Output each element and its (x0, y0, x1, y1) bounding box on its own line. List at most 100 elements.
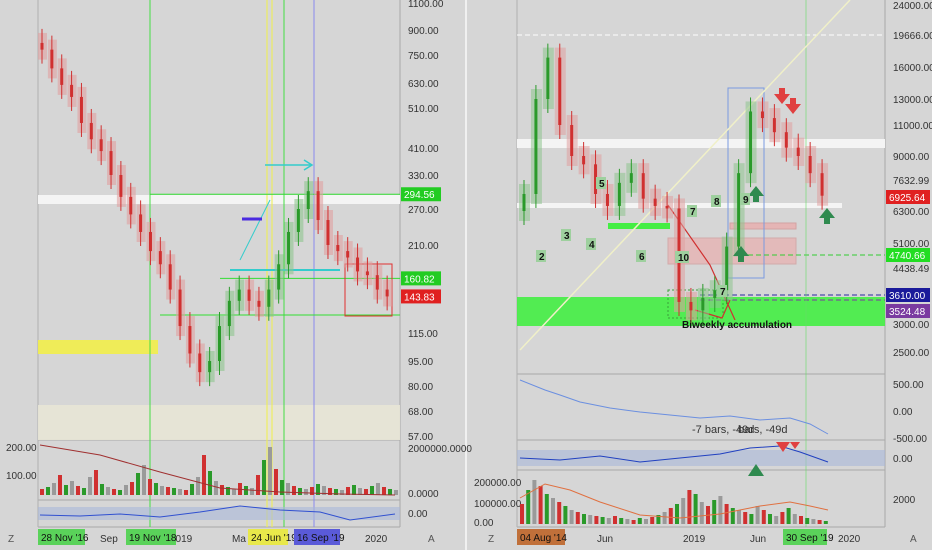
volume-bar (304, 489, 308, 495)
candle-body (139, 214, 143, 232)
wave-label-bg (711, 195, 721, 207)
price-tick: 750.00 (408, 51, 439, 62)
wave-label-bg (561, 229, 571, 241)
red-arrow-icon (776, 442, 790, 452)
price-tick: 510.00 (408, 104, 439, 115)
candle-body (653, 198, 657, 206)
indicator-tick: 0.00 (408, 509, 428, 520)
price-tick: 270.00 (408, 205, 439, 216)
white-band (38, 195, 400, 204)
candle-body (820, 173, 824, 196)
candle-body (168, 264, 172, 290)
right-panel-bg (467, 0, 932, 550)
white-band (517, 139, 885, 148)
wave-label: 7 (720, 287, 726, 298)
price-badge-label: 160.82 (404, 274, 435, 285)
volume-bar (166, 487, 170, 495)
volume-bar (106, 487, 110, 495)
candle-body (760, 111, 764, 119)
cyan-line (239, 199, 271, 261)
volume-bar (322, 486, 326, 495)
price-tick: 13000.00 (893, 95, 932, 106)
green-arrow-icon-stem (738, 256, 744, 262)
price-tick: 16000.00 (893, 63, 932, 74)
volume-bar (46, 487, 50, 495)
candle-body (287, 231, 291, 265)
wave-label-bg (687, 205, 697, 217)
volume-bar (250, 488, 254, 495)
price-badge (886, 304, 930, 318)
candle-body (796, 147, 800, 156)
volume-bar (142, 465, 146, 495)
price-tick: 630.00 (408, 79, 439, 90)
volume-bar (352, 485, 356, 495)
wave-label-bg (717, 285, 727, 297)
volume-tick: 100000.00 (474, 499, 522, 510)
volume-bar (64, 485, 68, 495)
price-tick: 115.00 (408, 329, 438, 340)
wave-label: 5 (599, 179, 605, 190)
volume-bar (823, 521, 828, 524)
green-arrow-icon-stem (824, 218, 830, 224)
candle-body (148, 231, 152, 252)
candle-body (522, 193, 526, 211)
yellow-zone (38, 340, 158, 354)
volume-bar (743, 512, 748, 524)
volume-bar (262, 460, 266, 495)
volume-bar (520, 504, 524, 524)
indicator-label-overlap: bars, -49d (738, 424, 788, 436)
wave-label-bg (636, 250, 646, 262)
red-arrow-icon-stem (790, 98, 796, 104)
candle-body (306, 191, 310, 209)
wave-label: 9 (743, 195, 749, 206)
red-arrow-icon-stem (779, 88, 785, 94)
volume-tick: 0.00 (474, 518, 494, 529)
wave-label: 2 (539, 252, 545, 263)
volume-bar (394, 490, 398, 495)
volume-bar (544, 494, 549, 524)
cyan-arrow-head (303, 159, 314, 171)
time-label: Jun (597, 534, 613, 545)
volume-bar (656, 515, 661, 524)
price-tick: 9000.00 (893, 152, 930, 163)
volume-bar (799, 516, 803, 524)
volume-ma (519, 483, 829, 519)
volume-bar (569, 510, 574, 524)
volume-bar (755, 506, 760, 524)
price-tick: 68.00 (408, 407, 433, 418)
wave-label-bg (740, 193, 750, 205)
price-tick: 7632.99 (893, 176, 930, 187)
volume-bar (693, 494, 698, 524)
time-label: 2019 (170, 534, 193, 545)
wave-label: 7 (690, 207, 696, 218)
candle-body (247, 289, 251, 301)
wave-label-bg (586, 238, 596, 250)
volume-bar (226, 487, 230, 495)
volume-bar (118, 490, 122, 495)
price-badge-label: 4740.66 (889, 251, 926, 262)
volume-bar (768, 514, 772, 524)
wave-label: 8 (714, 197, 720, 208)
volume-bar (190, 484, 194, 495)
candle-body (158, 251, 162, 265)
candle-body (737, 173, 741, 247)
candle-body (129, 196, 133, 215)
candle-body (772, 118, 776, 133)
volume-bar (178, 489, 182, 495)
price-badge (886, 190, 930, 204)
candle-body (336, 245, 340, 252)
candle-body (365, 271, 369, 276)
candle-body (605, 193, 609, 206)
price-badge (401, 289, 441, 304)
price-tick: 57.00 (408, 432, 433, 443)
volume-bar (382, 487, 386, 495)
date-badge (126, 529, 176, 545)
volume-bar (136, 473, 140, 495)
volume-bar (388, 489, 392, 495)
time-label: Ma (232, 534, 246, 545)
date-badge (783, 529, 827, 545)
date-badge (517, 529, 565, 545)
volume-bar (786, 508, 791, 524)
volume-bar (619, 518, 624, 524)
date-badge-label: 24 Jun '19 (251, 533, 297, 544)
